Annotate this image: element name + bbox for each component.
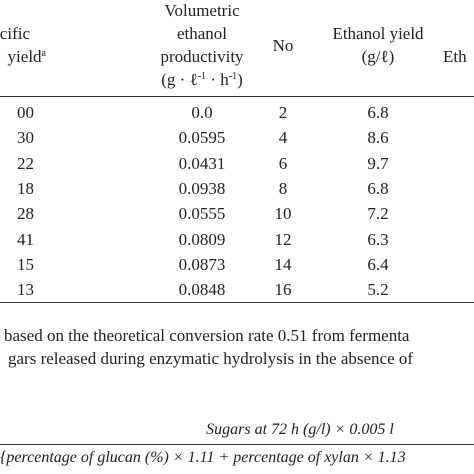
header-cell: Eth xyxy=(443,47,467,66)
table-cell: 5.2 xyxy=(367,280,389,300)
table-cell: 14 xyxy=(274,254,292,274)
table-cell: 13 xyxy=(17,280,34,300)
table-cell: 0.0848 xyxy=(178,280,226,300)
table-cell: 0.0555 xyxy=(178,204,226,224)
table-cell: 6.4 xyxy=(367,254,389,274)
table-cell: 6.8 xyxy=(367,178,389,198)
table-cell: 10 xyxy=(274,204,292,224)
table-cell: 15 xyxy=(17,254,34,274)
header-cell: cific xyxy=(0,24,30,43)
header-cell: Volumetric xyxy=(164,1,240,20)
header-text: yield xyxy=(7,47,42,66)
table-cell: 12 xyxy=(274,229,292,249)
table-cell: 0.0 xyxy=(191,103,213,122)
header-cell: ethanol xyxy=(176,24,228,43)
table-cell: 0.0938 xyxy=(178,178,226,198)
formula-numerator: Sugars at 72 h (g/l) × 0.005 l xyxy=(206,421,394,438)
table-cell: 0.0809 xyxy=(178,229,226,249)
table-cell: 4 xyxy=(278,128,288,148)
header-cell: No xyxy=(272,36,294,55)
header-cell: yielda xyxy=(8,47,46,67)
table-cell: 0.0595 xyxy=(178,128,226,148)
header-cell: (g · ℓ-1 · h-1) xyxy=(161,70,243,90)
unit: ) xyxy=(237,70,243,89)
footnote: gars released during enzymatic hydrolysi… xyxy=(8,349,414,368)
table-cell: 30 xyxy=(17,128,34,148)
table-cell: 41 xyxy=(17,229,34,249)
table-cell: 0.0873 xyxy=(178,254,226,274)
unit: · h xyxy=(206,70,229,89)
table-cell: 28 xyxy=(17,204,34,224)
table-cell: 2 xyxy=(278,103,288,122)
table-cell: 00 xyxy=(17,103,34,122)
table-cell: 0.0431 xyxy=(178,153,226,173)
table-cell: 6.8 xyxy=(367,103,389,122)
table-cell: 8.6 xyxy=(367,128,389,148)
header-cell: Ethanol yield xyxy=(332,24,424,43)
rule xyxy=(0,302,474,303)
formula-denominator: {percentage of glucan (%) × 1.11 + perce… xyxy=(0,449,406,466)
table-cell: 18 xyxy=(17,178,34,198)
unit: (g · ℓ xyxy=(161,70,198,89)
footnote: based on the theoretical conversion rate… xyxy=(4,326,410,345)
table-cell: 7.2 xyxy=(367,204,389,224)
fraction-bar xyxy=(0,444,474,445)
table-cell: 16 xyxy=(274,280,292,300)
header-cell: (g/ℓ) xyxy=(361,47,395,66)
table-cell: 22 xyxy=(17,153,34,173)
header-sup: a xyxy=(41,48,46,59)
rule xyxy=(0,96,474,97)
table-cell: 6 xyxy=(278,153,288,173)
table-cell: 8 xyxy=(278,178,288,198)
table-cell: 9.7 xyxy=(367,153,389,173)
header-cell: productivity xyxy=(160,47,244,66)
unit-sup: -1 xyxy=(197,71,207,82)
unit-sup: -1 xyxy=(228,71,238,82)
table-cell: 6.3 xyxy=(367,229,389,249)
